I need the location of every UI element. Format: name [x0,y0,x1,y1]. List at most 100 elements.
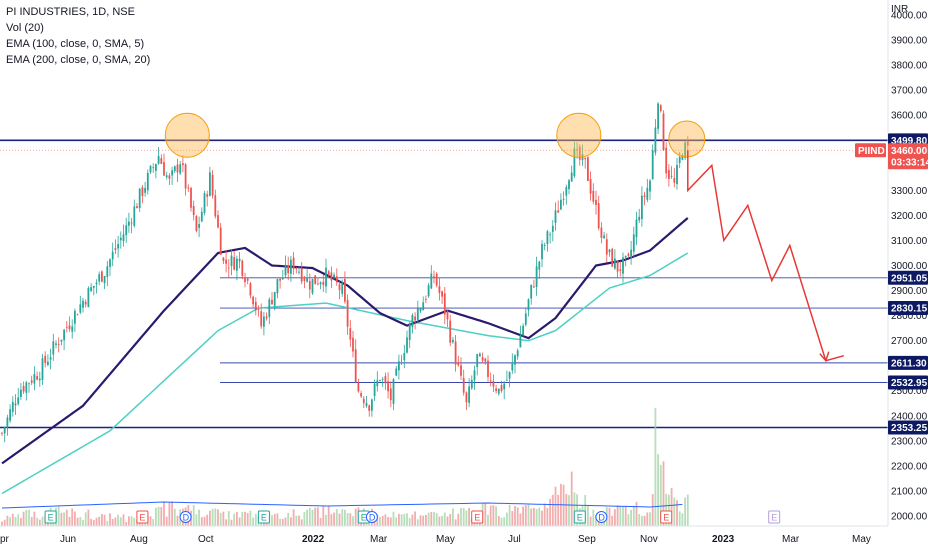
level-badge [888,420,928,435]
volume-bar [338,513,341,526]
volume-bar [271,515,273,526]
candle-body [249,283,252,296]
volume-bar [214,508,217,526]
event-marker-letter: D [369,513,376,523]
level-badge [888,270,928,285]
candle-body [578,146,581,160]
candle-body [611,248,614,267]
candle-body [349,328,352,340]
volume-bar [568,495,570,526]
candle-body [395,368,398,376]
ema-200-line [1,252,689,495]
volume-bar [414,511,416,526]
volume-bar [443,512,446,526]
candle-body [125,225,128,236]
candle-body [14,403,17,406]
volume-bar [222,511,225,526]
candle-body [481,357,484,361]
time-axis[interactable]: pr Jun Aug Oct 2022 Mar May Jul Sep Nov 2023 Mar May [0,525,888,545]
volume-bar [495,506,497,526]
volume-bar [543,503,546,526]
event-marker-letter: E [361,513,367,523]
volume-bar [411,514,414,526]
candle-body [317,283,319,285]
volume-bar [673,497,676,526]
level-badge [888,375,928,390]
candle-body [71,326,74,332]
volume-bar [76,517,79,526]
volume-bar [6,515,9,526]
volume-bar [1,521,3,526]
volume-indicator-label[interactable]: Vol (20) [6,22,44,34]
volume-bar [395,517,398,526]
volume-bar [327,505,330,526]
volume-bar [303,512,306,526]
candle-body [103,276,106,284]
candle-body [514,355,516,365]
candle-body [241,260,244,276]
volume-bar [611,515,614,526]
price-tick-label: 4000.00 [891,11,928,22]
candle-body [246,278,249,281]
candle-body [576,149,578,151]
volume-bar [63,512,65,526]
candle-body [149,165,152,173]
volume-bar [608,507,611,526]
volume-bar [460,507,462,526]
candle-body [546,231,549,245]
candle-body [192,205,195,216]
price-tick-label: 2200.00 [891,461,928,472]
volume-bar [133,517,136,526]
symbol-title[interactable]: PI INDUSTRIES, 1D, NSE [6,6,135,18]
volume-bar [341,509,344,526]
candle-body [562,199,565,200]
event-marker-letter: E [663,513,669,523]
candle-body [527,299,530,311]
candle-body [9,409,11,421]
candle-body [79,304,82,313]
volume-bar [446,516,449,526]
volume-bar [497,515,500,526]
candle-body [411,315,414,328]
ema-100-indicator-label[interactable]: EMA (100, close, 0, SMA, 5) [6,38,145,50]
candle-body [33,373,36,384]
volume-bar [284,517,287,526]
highlight-circles [164,112,706,158]
candle-body [354,349,357,383]
volume-bar [292,509,295,526]
candlesticks [1,102,689,443]
volume-bar [322,505,325,526]
volume-bar [524,505,527,526]
candle-body [319,282,322,285]
candle-body [646,187,649,200]
candle-body [624,255,627,258]
ema-200-indicator-label[interactable]: EMA (200, close, 0, SMA, 20) [6,54,151,66]
candle-body [98,274,101,282]
candle-body [273,291,276,306]
candle-body [595,199,597,205]
projection-arrowhead [819,351,830,363]
volume-bar [276,513,279,526]
candle-body [538,261,541,270]
volume-bar [14,516,17,526]
volume-bar [211,509,214,526]
candle-body [597,203,600,229]
candle-body [435,273,438,286]
volume-bar [508,504,511,526]
volume-bar [627,514,630,526]
candle-body [433,276,435,278]
candle-body [206,194,209,197]
candle-body [441,291,443,297]
candle-body [651,150,654,180]
candle-body [268,299,271,317]
dividend-marker [595,511,608,523]
candle-body [111,251,114,260]
volume-bar [468,507,470,526]
volume-bar [95,517,98,526]
candle-body [622,257,624,274]
candle-body [414,316,416,321]
projection-line [687,150,845,362]
event-marker-letter: E [771,513,777,523]
